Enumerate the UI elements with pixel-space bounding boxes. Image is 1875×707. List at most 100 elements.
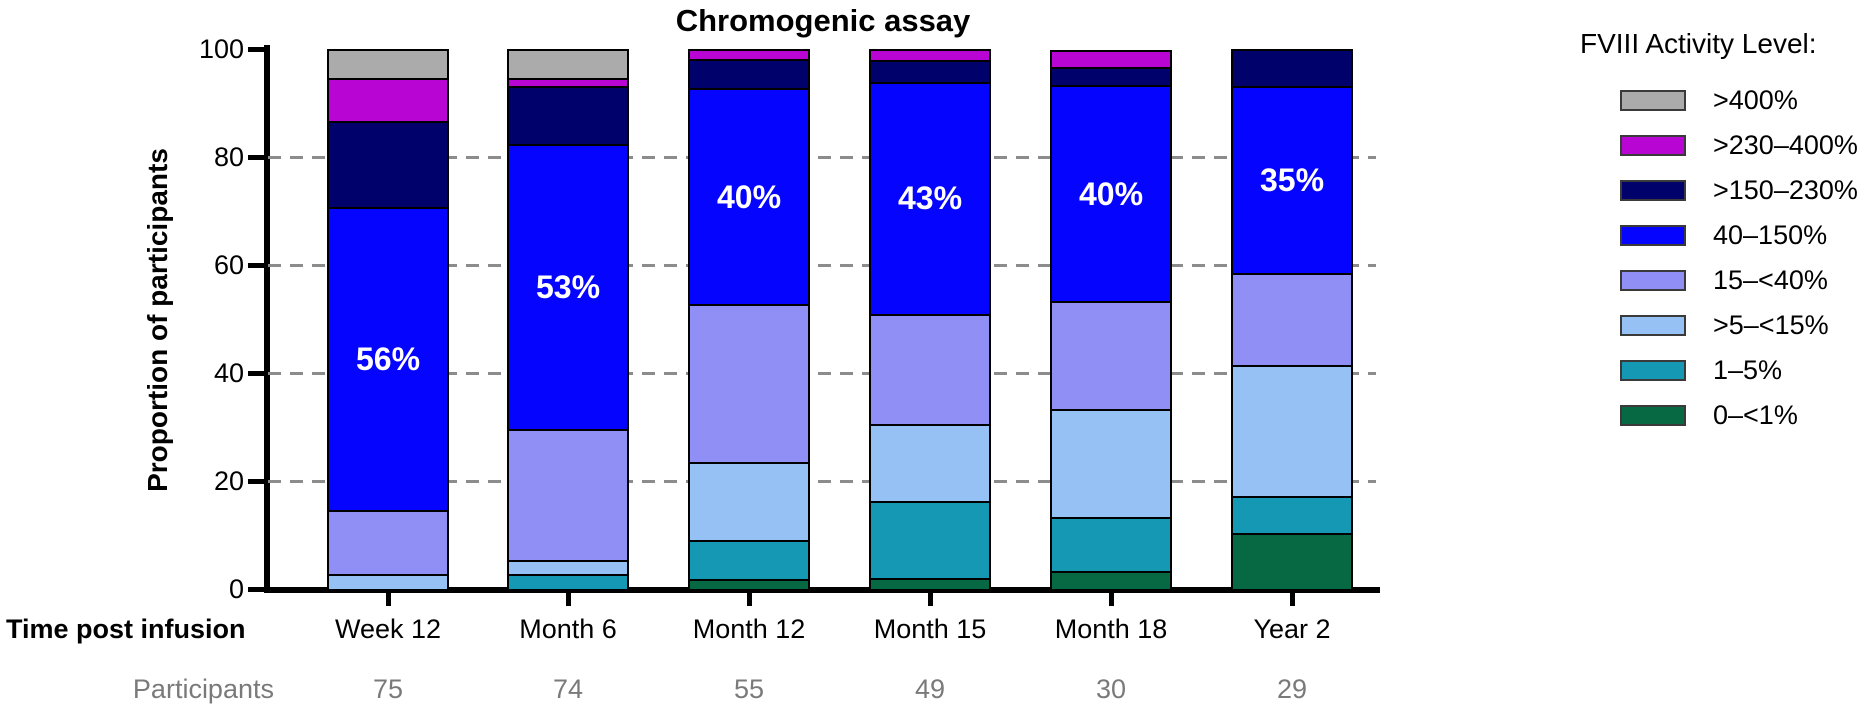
- y-tick-label: 20: [213, 466, 244, 496]
- bar-segment: [869, 423, 991, 501]
- bar-segment: [688, 539, 810, 580]
- bar-segment: [507, 78, 629, 86]
- gridline-40: [268, 371, 1376, 375]
- y-tick-label: 80: [213, 142, 244, 172]
- bar-segment: [1231, 272, 1353, 366]
- bar-segment: [688, 579, 810, 589]
- legend-item: 0–<1%: [1620, 393, 1858, 438]
- bar-segment: [1231, 49, 1353, 87]
- x-tick: [385, 593, 391, 606]
- bar-segment: [507, 428, 629, 560]
- legend-item: 1–5%: [1620, 348, 1858, 393]
- participants-value: 75: [372, 674, 404, 704]
- bar-segment: [869, 578, 991, 589]
- legend-item-label: >150–230%: [1713, 175, 1858, 205]
- x-tick: [1289, 593, 1295, 606]
- legend-swatch: [1620, 225, 1686, 246]
- y-axis-line: [264, 45, 270, 592]
- x-tick: [746, 593, 752, 606]
- bar-value-label: 53%: [535, 268, 601, 305]
- y-axis-label: Proportion of participants: [142, 148, 173, 492]
- bar-segment: [327, 49, 449, 78]
- bar-segment: [869, 49, 991, 60]
- bar-segment: 43%: [869, 81, 991, 314]
- legend-item: >5–<15%: [1620, 303, 1858, 348]
- bar-segment: [1231, 365, 1353, 497]
- bar-segment: [688, 49, 810, 59]
- gridline-80: [268, 155, 1376, 159]
- bar-segment: [507, 559, 629, 575]
- y-tick-label: 0: [228, 574, 244, 604]
- legend-item: 40–150%: [1620, 213, 1858, 258]
- legend-item: >230–400%: [1620, 123, 1858, 168]
- bar-segment: [1050, 67, 1172, 86]
- bar-segment: [507, 85, 629, 145]
- y-tick: [248, 46, 264, 52]
- bar-value-label: 35%: [1259, 161, 1325, 198]
- legend-swatch: [1620, 360, 1686, 381]
- bar-value-label: 43%: [897, 180, 963, 217]
- legend-item-label: >5–<15%: [1713, 310, 1829, 340]
- bar-value-label: 56%: [355, 340, 421, 377]
- participants-value: 29: [1276, 674, 1308, 704]
- x-axis-caption: Time post infusion: [6, 614, 246, 644]
- legend-item: 15–<40%: [1620, 258, 1858, 303]
- bar-value-label: 40%: [1078, 175, 1144, 212]
- legend-item-label: 15–<40%: [1713, 265, 1828, 295]
- bar-segment: [327, 77, 449, 121]
- legend-swatch: [1620, 180, 1686, 201]
- participants-value: 49: [914, 674, 946, 704]
- x-category-label: Year 2: [1253, 614, 1331, 644]
- x-category-label: Month 12: [692, 614, 806, 644]
- legend-swatch: [1620, 135, 1686, 156]
- bar-segment: [1231, 496, 1353, 534]
- x-tick: [927, 593, 933, 606]
- legend-swatch: [1620, 270, 1686, 291]
- y-tick-label: 100: [198, 34, 244, 64]
- x-tick: [1108, 593, 1114, 606]
- participants-value: 74: [552, 674, 584, 704]
- y-tick: [248, 154, 264, 160]
- bar-segment: 40%: [1050, 85, 1172, 302]
- legend-swatch: [1620, 405, 1686, 426]
- bar-segment: 53%: [507, 144, 629, 429]
- y-tick-label: 40: [213, 358, 244, 388]
- chart-title: Chromogenic assay: [675, 3, 971, 38]
- legend-item: >150–230%: [1620, 168, 1858, 213]
- legend-items: >400% >230–400% >150–230% 40–150% 15–<40% >5–…: [1620, 78, 1858, 438]
- bar-segment: [507, 574, 629, 589]
- y-tick: [248, 370, 264, 376]
- bar-value-label: 40%: [716, 178, 782, 215]
- y-tick-label: 60: [213, 250, 244, 280]
- bar-segment: [688, 461, 810, 540]
- legend-swatch: [1620, 315, 1686, 336]
- bar-segment: [688, 304, 810, 462]
- x-tick: [565, 593, 571, 606]
- bar-segment: [688, 58, 810, 89]
- x-category-label: Month 6: [519, 614, 617, 644]
- bar-segment: [1050, 409, 1172, 518]
- legend-item-label: 0–<1%: [1713, 400, 1798, 430]
- gridline-60: [268, 263, 1376, 267]
- bar-segment: [869, 59, 991, 82]
- bar-segment: [327, 509, 449, 575]
- bar-segment: 56%: [327, 207, 449, 510]
- bar-segment: [507, 49, 629, 79]
- x-category-label: Week 12: [334, 614, 442, 644]
- bar-segment: [1050, 49, 1172, 68]
- bar-segment: [1050, 301, 1172, 410]
- x-category-label: Month 18: [1054, 614, 1168, 644]
- legend-title: FVIII Activity Level:: [1580, 28, 1817, 59]
- participants-value: 30: [1095, 674, 1127, 704]
- bar-segment: [869, 313, 991, 424]
- bar-segment: [869, 500, 991, 579]
- bar-segment: [327, 120, 449, 208]
- bar-segment: [1231, 533, 1353, 589]
- legend: FVIII Activity Level: >400% >230–400% >150…: [1580, 28, 1858, 430]
- legend-item-label: 1–5%: [1713, 355, 1783, 385]
- bar-segment: 35%: [1231, 86, 1353, 273]
- y-tick: [248, 586, 264, 592]
- bar-segment: [1050, 571, 1172, 589]
- legend-swatch: [1620, 90, 1686, 111]
